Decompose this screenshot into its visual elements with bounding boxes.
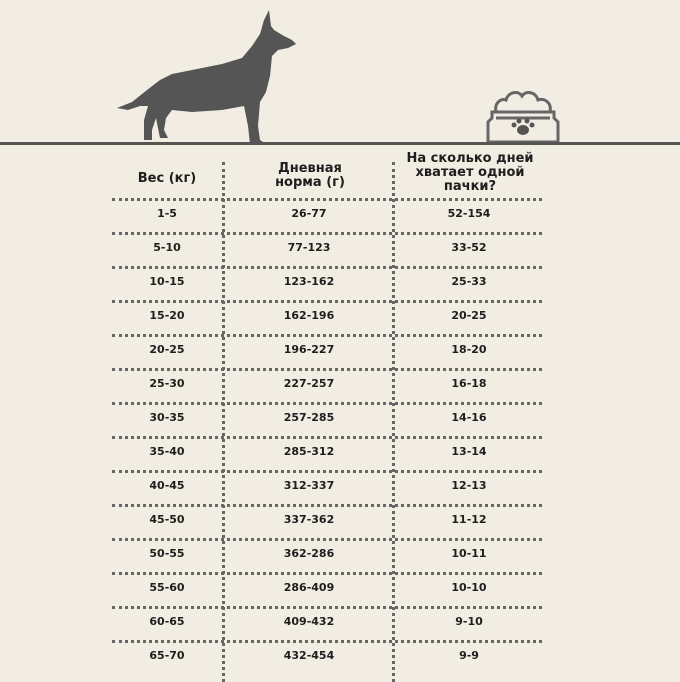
header-weight: Вес (кг) bbox=[137, 171, 197, 186]
header-daily-norm: Дневная норма (г) bbox=[275, 161, 345, 190]
daily-norm-cell: 123-162 bbox=[283, 275, 335, 288]
daily-norm-cell: 285-312 bbox=[283, 445, 335, 458]
days-cell: 10-10 bbox=[451, 581, 487, 594]
daily-norm-cell: 409-432 bbox=[283, 615, 335, 628]
column-divider bbox=[222, 162, 225, 682]
daily-norm-cell: 432-454 bbox=[283, 649, 335, 662]
daily-norm-cell: 286-409 bbox=[283, 581, 335, 594]
daily-norm-cell: 257-285 bbox=[283, 411, 335, 424]
daily-norm-cell: 196-227 bbox=[283, 343, 335, 356]
weight-cell: 20-25 bbox=[149, 343, 185, 356]
days-cell: 9-9 bbox=[459, 649, 479, 662]
days-cell: 11-12 bbox=[451, 513, 487, 526]
weight-cell: 35-40 bbox=[149, 445, 185, 458]
daily-norm-cell: 312-337 bbox=[283, 479, 335, 492]
table-row: 5-10 77-123 33-52 bbox=[112, 232, 542, 269]
table-row: 25-30 227-257 16-18 bbox=[112, 368, 542, 405]
table-row: 20-25 196-227 18-20 bbox=[112, 334, 542, 371]
daily-norm-cell: 227-257 bbox=[283, 377, 335, 390]
daily-norm-cell: 162-196 bbox=[283, 309, 335, 322]
days-cell: 9-10 bbox=[455, 615, 483, 628]
days-cell: 33-52 bbox=[451, 241, 487, 254]
table-row: 1-5 26-77 52-154 bbox=[112, 198, 542, 235]
weight-cell: 25-30 bbox=[149, 377, 185, 390]
days-cell: 20-25 bbox=[451, 309, 487, 322]
daily-norm-cell: 26-77 bbox=[291, 207, 327, 220]
daily-norm-cell: 337-362 bbox=[283, 513, 335, 526]
table-row: 40-45 312-337 12-13 bbox=[112, 470, 542, 507]
weight-cell: 10-15 bbox=[149, 275, 185, 288]
weight-cell: 55-60 bbox=[149, 581, 185, 594]
weight-cell: 40-45 bbox=[149, 479, 185, 492]
weight-cell: 15-20 bbox=[149, 309, 185, 322]
table-row: 30-35 257-285 14-16 bbox=[112, 402, 542, 439]
days-cell: 52-154 bbox=[447, 207, 491, 220]
ground-line bbox=[0, 142, 680, 145]
dog-silhouette-icon bbox=[117, 10, 296, 144]
weight-cell: 45-50 bbox=[149, 513, 185, 526]
table-row: 60-65 409-432 9-10 bbox=[112, 606, 542, 643]
daily-norm-cell: 77-123 bbox=[287, 241, 331, 254]
table-row: 55-60 286-409 10-10 bbox=[112, 572, 542, 609]
days-cell: 14-16 bbox=[451, 411, 487, 424]
days-cell: 10-11 bbox=[451, 547, 487, 560]
table-row: 15-20 162-196 20-25 bbox=[112, 300, 542, 337]
weight-cell: 5-10 bbox=[153, 241, 181, 254]
table-row: 65-70 432-454 9-9 bbox=[112, 640, 542, 677]
table-row: 35-40 285-312 13-14 bbox=[112, 436, 542, 473]
weight-cell: 60-65 bbox=[149, 615, 185, 628]
column-divider bbox=[392, 162, 395, 682]
days-cell: 16-18 bbox=[451, 377, 487, 390]
weight-cell: 50-55 bbox=[149, 547, 185, 560]
table-row: 50-55 362-286 10-11 bbox=[112, 538, 542, 575]
table-row: 10-15 123-162 25-33 bbox=[112, 266, 542, 303]
days-cell: 13-14 bbox=[451, 445, 487, 458]
table-row: 45-50 337-362 11-12 bbox=[112, 504, 542, 541]
days-cell: 12-13 bbox=[451, 479, 487, 492]
food-bowl-paw-icon bbox=[486, 91, 560, 144]
weight-cell: 30-35 bbox=[149, 411, 185, 424]
days-cell: 18-20 bbox=[451, 343, 487, 356]
header-days-per-pack: На сколько дней хватает одной пачки? bbox=[406, 151, 534, 194]
daily-norm-cell: 362-286 bbox=[283, 547, 335, 560]
days-cell: 25-33 bbox=[451, 275, 487, 288]
weight-cell: 65-70 bbox=[149, 649, 185, 662]
weight-cell: 1-5 bbox=[157, 207, 177, 220]
